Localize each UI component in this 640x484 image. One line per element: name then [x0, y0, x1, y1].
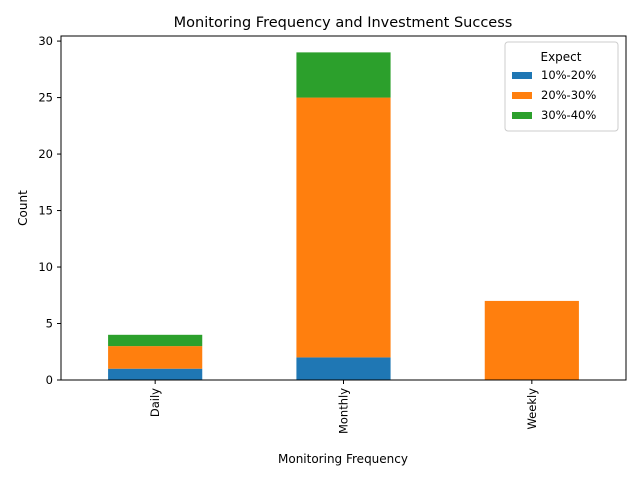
legend-box [504, 41, 619, 132]
legend-swatch-2 [512, 92, 532, 99]
y-axis: 0 5 10 15 20 25 30 [38, 34, 61, 387]
chart-title: Monitoring Frequency and Investment Succ… [174, 15, 513, 31]
y-tick-label: 15 [38, 204, 53, 218]
y-tick-label: 30 [38, 34, 53, 48]
legend-title: Expect [541, 50, 582, 64]
y-tick-label: 0 [46, 373, 53, 387]
bar-daily-series-3 [108, 334, 203, 347]
y-tick-label: 25 [38, 91, 53, 105]
legend-swatch-3 [512, 112, 532, 119]
x-tick-label-weekly: Weekly [525, 388, 539, 430]
y-tick-label: 10 [38, 260, 53, 274]
bar-weekly-series-2 [484, 300, 579, 380]
bars-layer [108, 52, 579, 380]
y-axis-label: Count [16, 190, 30, 226]
x-axis: Daily Monthly Weekly [148, 380, 539, 434]
legend-label-1: 10%-20% [541, 68, 596, 82]
legend-entries: 10%-20% 20%-30% 30%-40% [512, 68, 596, 122]
y-tick-label: 20 [38, 147, 53, 161]
bar-monthly-series-2 [296, 97, 391, 358]
x-tick-label-monthly: Monthly [337, 388, 351, 434]
bar-monthly-series-3 [296, 52, 391, 98]
y-tick-label: 5 [46, 317, 53, 331]
bar-monthly-series-1 [296, 357, 391, 380]
bar-daily-series-2 [108, 346, 203, 369]
bar-daily-series-1 [108, 368, 203, 380]
legend-label-2: 20%-30% [541, 88, 596, 102]
plot-frame [60, 35, 627, 381]
x-tick-label-daily: Daily [148, 388, 162, 417]
legend: Expect 10%-20% 20%-30% 30%-40% [504, 41, 619, 132]
x-axis-label: Monitoring Frequency [278, 452, 408, 466]
legend-swatch-1 [512, 72, 532, 79]
legend-label-3: 30%-40% [541, 108, 596, 122]
